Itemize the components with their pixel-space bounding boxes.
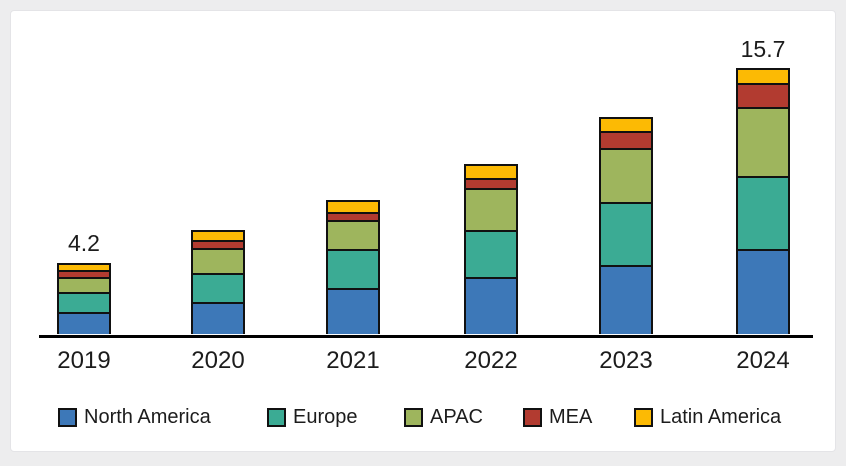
legend-item-mea: MEA [523,406,592,429]
bar-segment-north-america [464,277,518,334]
bar-segment-latin-america [57,263,111,270]
bar-segment-north-america [191,302,245,334]
bar-group-2021 [326,200,380,334]
legend-swatch-latin-america [634,408,653,427]
bar-segment-europe [464,230,518,277]
bar-segment-europe [736,176,790,249]
chart-area: 4.2 2019 2020 2021 2022 2023 15.7 2024 [11,11,835,451]
bar-segment-north-america [736,249,790,334]
x-axis-label-2019: 2019 [57,347,111,374]
bar-segment-latin-america [736,68,790,83]
legend-item-apac: APAC [404,406,483,429]
x-axis-label-2021: 2021 [326,347,380,374]
bar-segment-latin-america [464,164,518,178]
bar-segment-europe [326,249,380,288]
bar-segment-north-america [57,312,111,334]
bar-segment-apac [326,220,380,249]
bar-segment-europe [191,273,245,302]
legend-label: North America [84,406,211,428]
chart-legend: North America Europe APAC MEA Latin America [11,406,835,436]
bar-segment-latin-america [326,200,380,212]
bar-group-2020 [191,230,245,334]
bar-group-2022 [464,164,518,334]
x-axis-label-2020: 2020 [191,347,245,374]
bar-segment-north-america [326,288,380,334]
legend-swatch-apac [404,408,423,427]
chart-card: 4.2 2019 2020 2021 2022 2023 15.7 2024 North Am… [10,10,836,452]
bar-segment-mea [191,240,245,248]
bar-value-label: 4.2 [68,230,100,257]
bar-segment-apac [736,107,790,176]
bar-segment-europe [599,202,653,265]
x-axis-label-2023: 2023 [599,347,653,374]
bar-segment-latin-america [599,117,653,131]
legend-label: Europe [293,406,358,428]
legend-swatch-mea [523,408,542,427]
bar-segment-mea [57,270,111,277]
bar-segment-mea [464,178,518,188]
bar-segment-north-america [599,265,653,334]
bar-segment-latin-america [191,230,245,240]
legend-swatch-europe [267,408,286,427]
bar-segment-europe [57,292,111,312]
bar-segment-apac [57,277,111,292]
legend-label: Latin America [660,406,782,428]
legend-item-north-america: North America [58,406,211,429]
bar-group-2019 [57,263,111,334]
legend-swatch-north-america [58,408,77,427]
x-axis-line [39,335,813,338]
bar-group-2024 [736,68,790,334]
legend-label: MEA [549,406,593,428]
bar-value-label: 15.7 [740,35,786,62]
bar-segment-apac [599,148,653,202]
bar-segment-mea [326,212,380,220]
bar-segment-mea [599,131,653,148]
x-axis-label-2024: 2024 [736,347,790,374]
bar-segment-mea [736,83,790,107]
legend-item-latin-america: Latin America [634,406,781,429]
x-axis-label-2022: 2022 [464,347,518,374]
bar-group-2023 [599,117,653,334]
legend-label: APAC [430,406,483,428]
bar-segment-apac [464,188,518,230]
bar-segment-apac [191,248,245,273]
legend-item-europe: Europe [267,406,358,429]
